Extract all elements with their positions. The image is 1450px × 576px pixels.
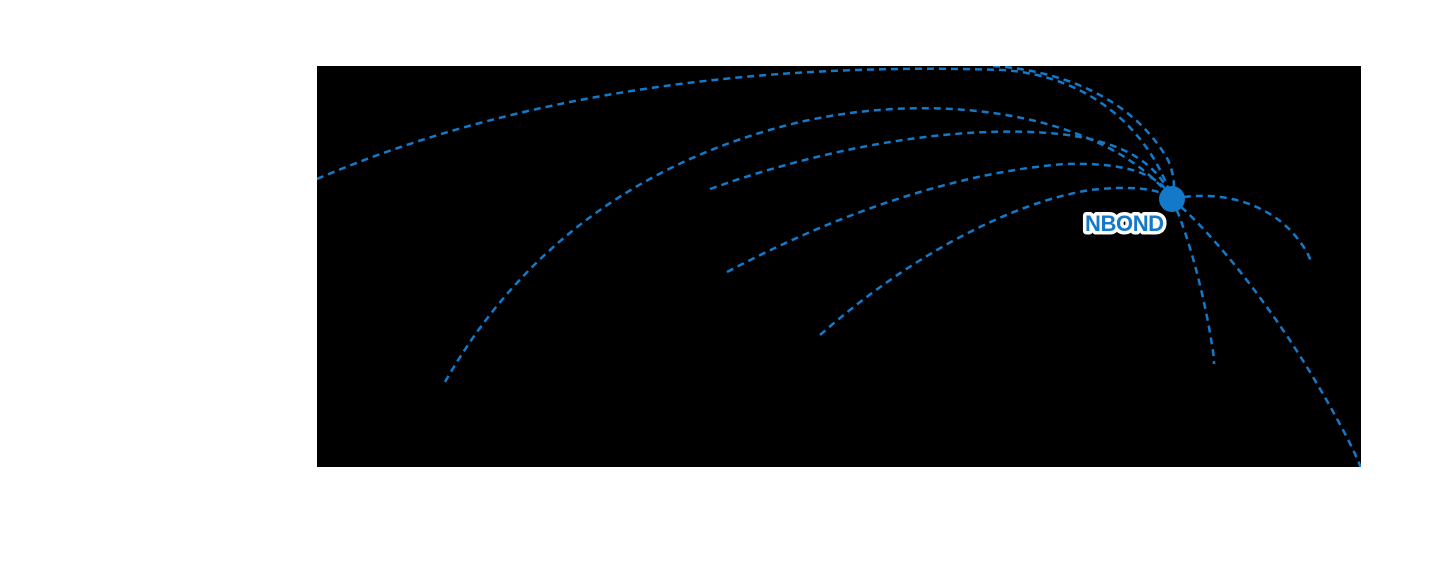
map-edge — [819, 186, 1173, 336]
map-edge — [1170, 198, 1216, 365]
nodes-group — [1159, 186, 1185, 212]
map-edge — [1171, 198, 1361, 467]
map-edge — [726, 162, 1174, 274]
map-edge — [443, 106, 1173, 383]
node-label[interactable]: NBOND — [1085, 211, 1164, 236]
edges-group — [317, 66, 1361, 467]
node-label-halo: NBOND — [1085, 211, 1164, 236]
plot-area-background — [317, 66, 1361, 467]
map-node[interactable] — [1159, 186, 1185, 212]
map-edge — [709, 130, 1174, 200]
map-edge — [1171, 194, 1313, 264]
map-edge — [992, 66, 1176, 200]
map-edge — [317, 67, 1174, 200]
